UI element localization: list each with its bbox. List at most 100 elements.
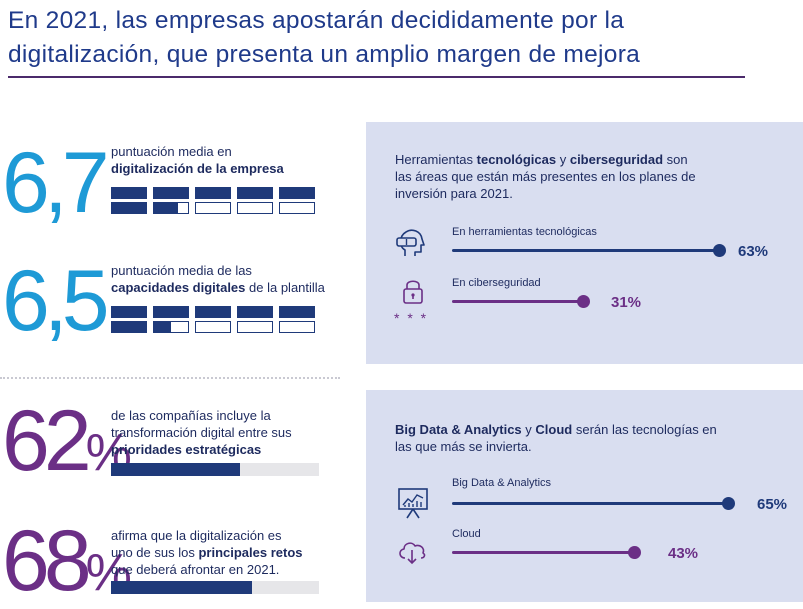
percent-label-text: que deberá afrontar en 2021.: [111, 562, 280, 577]
score-cell-fill: [280, 307, 314, 317]
stat-label-digitalizacion: puntuación media en digitalización de la…: [111, 143, 351, 177]
panel-text-bold: Cloud: [535, 422, 573, 437]
progress-fill: [111, 463, 240, 476]
bar-label-ciberseguridad: En ciberseguridad: [452, 277, 541, 289]
score-cell-fill: [112, 203, 146, 213]
panel-text: son: [663, 152, 688, 167]
percent-label-prioridades: de las compañías incluye la transformaci…: [111, 407, 341, 458]
panel-text: y: [521, 422, 536, 437]
title-line-1: En 2021, las empresas apostarán decidida…: [8, 7, 625, 34]
bar-label-herramientas: En herramientas tecnológicas: [452, 226, 597, 238]
bar-line-cloud: [452, 551, 635, 554]
progress-fill: [111, 581, 253, 594]
lock-icon: [403, 280, 423, 304]
stat-label-bold: digitalización de la empresa: [111, 161, 284, 176]
percent-label-text: de las compañías incluye la: [111, 408, 271, 423]
bar-label-bigdata: Big Data & Analytics: [452, 477, 552, 489]
stat-label-text: puntuación media de las: [111, 263, 252, 278]
panel-text-bold: ciberseguridad: [569, 152, 664, 167]
score-cell: [195, 187, 231, 199]
score-cell: [279, 321, 315, 333]
score-cell: [279, 202, 315, 214]
stat-label-bold: capacidades digitales: [111, 280, 246, 295]
score-cell: [153, 187, 189, 199]
panel2-intro: Big Data & Analytics y Cloud serán las t…: [395, 421, 785, 455]
percent-label-bold: principales retos: [198, 545, 303, 560]
panel-text: inversión para 2021.: [395, 186, 513, 201]
bar-value-cloud: 43%: [668, 545, 699, 562]
panel-bigdata-cloud: [366, 390, 803, 602]
score-cell-fill: [238, 307, 272, 317]
score-cell: [153, 306, 189, 318]
percent-label-text: transformación digital entre sus: [111, 425, 292, 440]
score-cell-fill: [112, 322, 146, 332]
bar-dot-ciberseguridad: [577, 295, 591, 308]
percent-label-retos: afirma que la digitalización es uno de s…: [111, 527, 341, 578]
score-cell: [111, 321, 147, 333]
panel-text: las áreas que están más presentes en los…: [395, 169, 696, 184]
score-cell-fill: [112, 188, 146, 198]
percent-number: 62: [2, 393, 92, 489]
panel1-intro: Herramientas tecnológicas y cibersegurid…: [395, 151, 785, 202]
panel-text-bold: tecnológicas: [476, 152, 557, 167]
score-grid-digitalizacion: [111, 187, 315, 214]
score-cell: [195, 202, 231, 214]
score-cell: [111, 306, 147, 318]
stars-decoration: * * *: [394, 310, 429, 326]
score-cell-fill: [154, 188, 188, 198]
section-divider: [0, 377, 340, 379]
score-cell: [111, 187, 147, 199]
bar-dot-cloud: [628, 546, 642, 559]
panel-text: las que más se invierta.: [395, 439, 532, 454]
score-cell: [195, 321, 231, 333]
analytics-chart-icon: [398, 488, 428, 519]
progress-bar-retos: [111, 581, 319, 594]
bar-line-ciberseguridad: [452, 300, 584, 303]
percent-label-bold: prioridades estratégicas: [111, 442, 262, 457]
score-cell: [237, 306, 273, 318]
percent-value-retos: 68%: [2, 518, 132, 604]
panel-text: serán las tecnologías en: [572, 422, 717, 437]
score-cell-fill: [280, 188, 314, 198]
panel-text: Herramientas: [395, 152, 477, 167]
score-cell: [237, 321, 273, 333]
percent-label-text: afirma que la digitalización es: [111, 528, 282, 543]
title-underline: [8, 76, 745, 78]
stat-value-capacidades: 6,5: [2, 253, 110, 349]
progress-bar-prioridades: [111, 463, 319, 476]
percent-value-prioridades: 62%: [2, 398, 132, 484]
score-cell: [153, 202, 189, 214]
stat-value-digitalizacion: 6,7: [2, 135, 110, 231]
bar-dot-bigdata: [721, 497, 735, 510]
cloud-download-icon: [399, 542, 426, 565]
score-cell-fill: [154, 307, 188, 317]
score-grid-capacidades: [111, 306, 315, 333]
panel-text: y: [556, 152, 570, 167]
bar-value-ciberseguridad: 31%: [611, 294, 642, 311]
bar-line-bigdata: [452, 502, 728, 505]
score-cell-fill: [196, 307, 230, 317]
panel-herramientas-ciberseguridad: [366, 122, 803, 364]
vr-headset-icon: [396, 229, 425, 256]
score-cell: [279, 306, 315, 318]
stat-label-text: de la plantilla: [245, 280, 325, 295]
score-cell: [279, 187, 315, 199]
score-cell-fill: [112, 307, 146, 317]
page-title: En 2021, las empresas apostarán decidida…: [8, 4, 768, 72]
score-cell-fill: [238, 188, 272, 198]
bar-value-bigdata: 65%: [757, 496, 788, 513]
score-cell: [195, 306, 231, 318]
stat-label-text: puntuación media en: [111, 144, 232, 159]
score-cell: [153, 321, 189, 333]
bar-value-herramientas: 63%: [738, 243, 769, 260]
percent-label-text: uno de sus los: [111, 545, 199, 560]
score-cell-fill: [196, 188, 230, 198]
bar-line-herramientas: [452, 249, 720, 252]
score-cell: [237, 202, 273, 214]
title-line-2: digitalización, que presenta un amplio m…: [8, 41, 641, 68]
score-cell-fill: [154, 203, 178, 213]
score-cell-fill: [154, 322, 171, 332]
score-cell: [111, 202, 147, 214]
score-cell: [237, 187, 273, 199]
panel-text-bold: Big Data & Analytics: [395, 422, 522, 437]
